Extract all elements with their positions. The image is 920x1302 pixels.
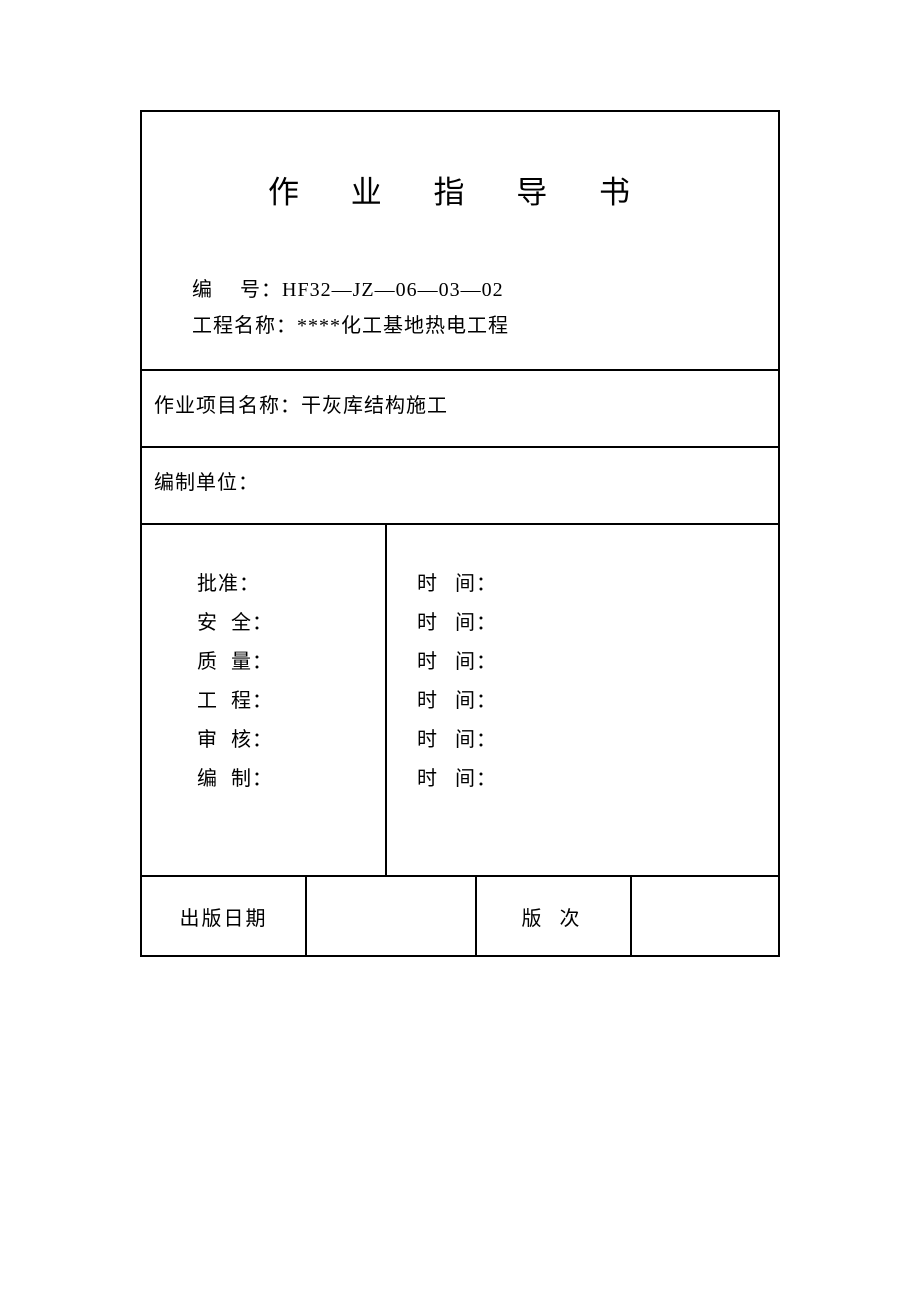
version-label: 版次 xyxy=(477,877,632,955)
serial-value: HF32—JZ—06—03—02 xyxy=(282,279,504,301)
time-label-2a: 时 xyxy=(417,651,455,673)
approval-label-4a: 审 xyxy=(197,729,231,751)
approval-label-2a: 质 xyxy=(197,651,231,673)
publish-date-label: 出版日期 xyxy=(142,877,307,955)
work-item-section: 作业项目名称：干灰库结构施工 xyxy=(142,369,778,446)
time-row-2: 时间： xyxy=(417,643,778,682)
approval-row-4: 审核： xyxy=(197,721,385,760)
approval-label-5b: 制： xyxy=(231,768,273,790)
approval-left-column: 批准： 安全： 质量： 工程： 审核： 编制： xyxy=(142,525,387,875)
time-label-5a: 时 xyxy=(417,768,455,790)
serial-label-2: 号： xyxy=(240,279,282,301)
document-frame: 作 业 指 导 书 编号：HF32—JZ—06—03—02 工程名称：****化… xyxy=(140,110,780,957)
time-row-3: 时间： xyxy=(417,682,778,721)
time-label-4b: 间： xyxy=(455,729,497,751)
unit-section: 编制单位： xyxy=(142,446,778,523)
time-label-5b: 间： xyxy=(455,768,497,790)
approval-label-1a: 安 xyxy=(197,612,231,634)
time-row-1: 时间： xyxy=(417,604,778,643)
serial-row: 编号：HF32—JZ—06—03—02 xyxy=(192,272,778,308)
publish-date-value xyxy=(307,877,477,955)
time-label-0b: 间： xyxy=(455,573,497,595)
time-row-5: 时间： xyxy=(417,760,778,799)
approval-row-5: 编制： xyxy=(197,760,385,799)
unit-label: 编制单位： xyxy=(154,472,259,494)
approval-row-1: 安全： xyxy=(197,604,385,643)
time-label-0a: 时 xyxy=(417,573,455,595)
approval-right-column: 时间： 时间： 时间： 时间： 时间： 时间： xyxy=(387,525,778,875)
time-label-4a: 时 xyxy=(417,729,455,751)
time-label-3a: 时 xyxy=(417,690,455,712)
project-name-label: 工程名称： xyxy=(192,315,297,337)
version-value xyxy=(632,877,778,955)
work-item-label: 作业项目名称： xyxy=(154,395,301,417)
approval-row-2: 质量： xyxy=(197,643,385,682)
title-section: 作 业 指 导 书 xyxy=(142,112,778,232)
approval-label-2b: 量： xyxy=(231,651,273,673)
time-label-1b: 间： xyxy=(455,612,497,634)
approval-row-3: 工程： xyxy=(197,682,385,721)
approval-label-3a: 工 xyxy=(197,690,231,712)
info-section: 编号：HF32—JZ—06—03—02 工程名称：****化工基地热电工程 xyxy=(142,232,778,369)
project-name-row: 工程名称：****化工基地热电工程 xyxy=(192,308,778,344)
time-label-3b: 间： xyxy=(455,690,497,712)
project-name-value: ****化工基地热电工程 xyxy=(297,315,509,337)
work-item-value: 干灰库结构施工 xyxy=(301,395,448,417)
document-title: 作 业 指 导 书 xyxy=(142,167,778,212)
serial-label-1: 编 xyxy=(192,279,240,301)
approval-label-3b: 程： xyxy=(231,690,273,712)
approval-label-1b: 全： xyxy=(231,612,273,634)
approval-label-0: 批准： xyxy=(197,573,260,595)
approval-section: 批准： 安全： 质量： 工程： 审核： 编制： 时间： 时间： 时间： 时间： … xyxy=(142,523,778,875)
approval-label-5a: 编 xyxy=(197,768,231,790)
time-label-1a: 时 xyxy=(417,612,455,634)
footer-section: 出版日期 版次 xyxy=(142,875,778,955)
time-label-2b: 间： xyxy=(455,651,497,673)
approval-label-4b: 核： xyxy=(231,729,273,751)
time-row-4: 时间： xyxy=(417,721,778,760)
time-row-0: 时间： xyxy=(417,565,778,604)
approval-row-0: 批准： xyxy=(197,565,385,604)
